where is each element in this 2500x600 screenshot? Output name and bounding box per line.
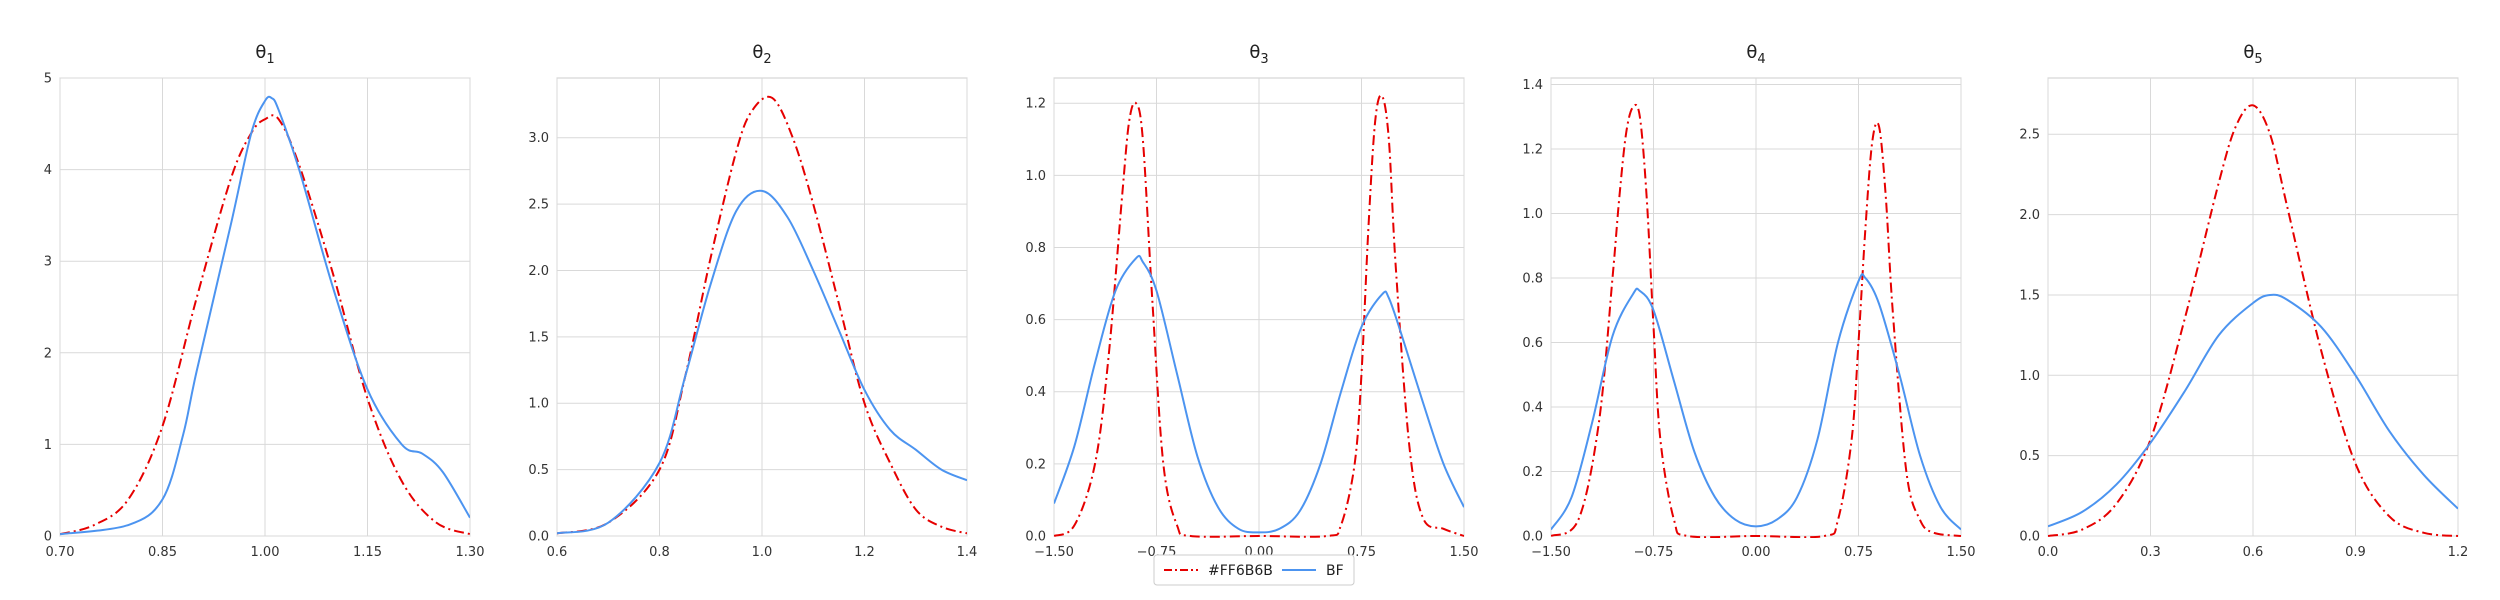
x-tick-label: 0.70 xyxy=(46,545,75,560)
x-tick-label: 1.00 xyxy=(251,545,280,560)
y-tick-label: 0.2 xyxy=(1522,465,1543,480)
y-tick-label: 0.4 xyxy=(1522,400,1543,415)
y-tick-label: 0.6 xyxy=(1025,313,1046,328)
panel-title: θ1 xyxy=(255,42,274,67)
legend-label: BF xyxy=(1326,563,1344,579)
y-tick-label: 1.0 xyxy=(1522,207,1543,222)
panel-title: θ3 xyxy=(1249,42,1268,67)
series-line-ff6b6b xyxy=(2048,104,2458,537)
x-tick-label: 0.8 xyxy=(649,545,670,560)
y-tick-label: 0 xyxy=(44,530,52,545)
y-tick-label: 1.5 xyxy=(2019,288,2040,303)
y-tick-label: 5 xyxy=(44,72,52,87)
x-tick-label: 1.50 xyxy=(1450,545,1479,560)
y-tick-label: 0.8 xyxy=(1025,241,1046,256)
legend-label: #FF6B6B xyxy=(1208,563,1273,579)
x-tick-label: 0.85 xyxy=(148,545,177,560)
y-tick-label: 1.2 xyxy=(1025,97,1046,112)
y-tick-label: 0.6 xyxy=(1522,336,1543,351)
y-tick-label: 3 xyxy=(44,255,52,270)
panel-theta2: 0.6 0.8 1.0 1.2 1.4 0.0 0.5 1.0 1.5 2.0 2.5 3.0 θ2 xyxy=(528,42,977,560)
y-tick-label: 2.5 xyxy=(528,198,549,213)
y-tick-label: 0.0 xyxy=(1522,530,1543,545)
series-line-ff6b6b xyxy=(557,95,967,535)
x-tick-label: 1.4 xyxy=(957,545,978,560)
legend-box xyxy=(1153,554,1355,586)
x-tick-label: 0.75 xyxy=(1844,545,1873,560)
y-tick-label: 0.5 xyxy=(2019,449,2040,464)
y-tick-label: 2.0 xyxy=(528,264,549,279)
y-tick-label: 4 xyxy=(44,163,52,178)
series-line-ff6b6b xyxy=(60,114,470,536)
panel-title: θ2 xyxy=(752,42,771,67)
y-tick-label: 2.0 xyxy=(2019,208,2040,223)
series-line-bf xyxy=(557,189,967,535)
y-tick-label: 2.5 xyxy=(2019,128,2040,143)
x-tick-label: 1.15 xyxy=(353,545,382,560)
y-tick-label: 0.0 xyxy=(2019,530,2040,545)
y-tick-label: 0.0 xyxy=(528,530,549,545)
panel-theta1: 0.70 0.85 1.00 1.15 1.30 0 1 2 3 4 5 θ1 xyxy=(44,42,485,560)
x-tick-label: 1.50 xyxy=(1947,545,1976,560)
y-tick-label: 0.5 xyxy=(528,463,549,478)
y-tick-label: 0.2 xyxy=(1025,457,1046,472)
y-tick-label: 1.2 xyxy=(1522,142,1543,157)
x-tick-label: 1.2 xyxy=(2448,545,2469,560)
x-tick-label: 0.3 xyxy=(2140,545,2161,560)
x-tick-label: 0.6 xyxy=(2243,545,2264,560)
x-tick-label: −1.50 xyxy=(1531,545,1571,560)
series-line-bf xyxy=(2048,293,2458,528)
y-tick-label: 1.4 xyxy=(1522,78,1543,93)
legend: #FF6B6B BF xyxy=(1153,554,1355,586)
x-tick-label: 0.9 xyxy=(2345,545,2366,560)
panel-title: θ4 xyxy=(1746,42,1765,67)
x-tick-label: 0.0 xyxy=(2038,545,2059,560)
series-line-bf xyxy=(60,95,470,536)
x-tick-label: 1.30 xyxy=(456,545,485,560)
x-tick-label: −0.75 xyxy=(1634,545,1674,560)
y-tick-label: 1.0 xyxy=(1025,169,1046,184)
y-tick-label: 2 xyxy=(44,346,52,361)
panel-theta5: 0.0 0.3 0.6 0.9 1.2 0.0 0.5 1.0 1.5 2.0 2.5 θ5 xyxy=(2019,42,2468,560)
x-tick-label: −1.50 xyxy=(1034,545,1074,560)
series-line-bf xyxy=(1551,273,1961,531)
y-tick-label: 1.0 xyxy=(2019,369,2040,384)
y-tick-label: 0.8 xyxy=(1522,271,1543,286)
x-tick-label: 0.00 xyxy=(1742,545,1771,560)
x-tick-label: 0.6 xyxy=(547,545,568,560)
panel-title: θ5 xyxy=(2243,42,2262,67)
panel-theta4: −1.50 −0.75 0.00 0.75 1.50 0.0 0.2 0.4 0.6 0.8 1.0… xyxy=(1522,42,1975,560)
series-line-ff6b6b xyxy=(1054,94,1464,538)
y-tick-label: 1 xyxy=(44,438,52,453)
y-tick-label: 3.0 xyxy=(528,131,549,146)
y-tick-label: 1.5 xyxy=(528,330,549,345)
x-tick-label: 0.75 xyxy=(1347,545,1376,560)
y-tick-label: 1.0 xyxy=(528,397,549,412)
x-tick-label: 1.0 xyxy=(752,545,773,560)
y-tick-label: 0.0 xyxy=(1025,530,1046,545)
panel-theta3: −1.50 −0.75 0.00 0.75 1.500.00.20.40.60.81.0… xyxy=(1025,42,1478,560)
x-tick-label: 1.2 xyxy=(854,545,875,560)
series-line-ff6b6b xyxy=(1551,103,1961,538)
y-tick-label: 0.4 xyxy=(1025,385,1046,400)
series-line-bf xyxy=(1054,254,1464,534)
